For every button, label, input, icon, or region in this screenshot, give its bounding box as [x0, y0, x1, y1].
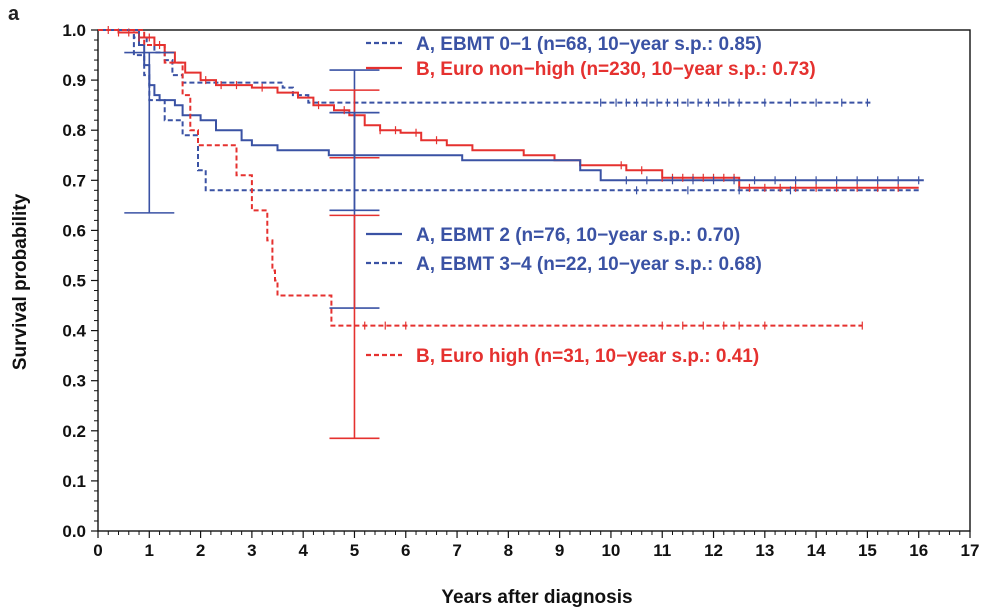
chart-errorbars: [124, 51, 380, 440]
km-curve-0: [98, 29, 873, 104]
y-tick-label: 0.6: [62, 221, 86, 240]
chart-legend: A, EBMT 0−1 (n=68, 10−year s.p.: 0.85) B…: [366, 34, 816, 367]
x-tick-label: 15: [858, 541, 877, 560]
chart-censor-marks: [107, 26, 920, 330]
y-axis-title: Survival probability: [10, 193, 31, 370]
x-tick-label: 6: [401, 541, 410, 560]
x-tick-label: 9: [555, 541, 564, 560]
y-tick-label: 0.3: [62, 372, 86, 391]
y-tick-label: 0.1: [62, 472, 86, 491]
legend-label-ebmt-0-1: A, EBMT 0−1 (n=68, 10−year s.p.: 0.85): [416, 34, 762, 55]
x-tick-label: 11: [653, 541, 671, 560]
x-tick-label: 1: [145, 541, 154, 560]
panel-label: a: [8, 3, 20, 25]
y-tick-label: 1.0: [62, 21, 86, 40]
plot-frame: [97, 29, 971, 532]
x-tick-label: 7: [452, 541, 461, 560]
x-tick-label: 10: [601, 541, 620, 560]
km-curve-3: [98, 29, 919, 192]
x-tick-label: 16: [909, 541, 928, 560]
x-tick-label: 17: [961, 541, 980, 560]
y-tick-label: 0.8: [62, 121, 86, 140]
y-tick-label: 0.4: [62, 322, 86, 341]
x-tick-label: 5: [350, 541, 359, 560]
x-tick-label: 8: [504, 541, 513, 560]
x-tick-label: 12: [704, 541, 723, 560]
y-tick-label: 0.0: [62, 522, 86, 541]
x-axis-title: Years after diagnosis: [441, 587, 632, 608]
legend-label-ebmt-3-4: A, EBMT 3−4 (n=22, 10−year s.p.: 0.68): [416, 254, 762, 275]
legend-label-euro-non-high: B, Euro non−high (n=230, 10−year s.p.: 0…: [416, 59, 816, 80]
chart-axes: 0 1 2 3 4 5 6 7 8 9 10 11 12 13 14 15 16 170.00.10.20.30.…: [62, 21, 979, 560]
x-tick-label: 14: [807, 541, 826, 560]
km-curve-4: [98, 29, 863, 327]
x-tick-label: 4: [298, 541, 308, 560]
y-tick-label: 0.5: [62, 272, 86, 291]
x-tick-label: 0: [93, 541, 102, 560]
y-tick-label: 0.7: [62, 171, 86, 190]
legend-label-euro-high: B, Euro high (n=31, 10−year s.p.: 0.41): [416, 346, 759, 367]
legend-label-ebmt-2: A, EBMT 2 (n=76, 10−year s.p.: 0.70): [416, 225, 740, 246]
x-tick-label: 3: [247, 541, 256, 560]
y-tick-label: 0.2: [62, 422, 86, 441]
x-tick-label: 13: [755, 541, 774, 560]
y-tick-label: 0.9: [62, 71, 86, 90]
x-tick-label: 2: [196, 541, 205, 560]
